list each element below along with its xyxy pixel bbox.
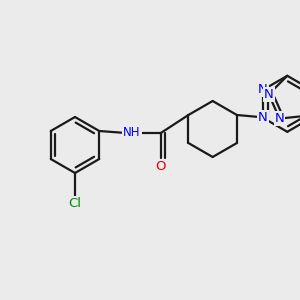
Text: N: N (264, 88, 274, 101)
Text: Cl: Cl (68, 197, 82, 210)
Text: N: N (258, 111, 268, 124)
Text: N: N (275, 112, 284, 125)
Text: N: N (258, 83, 268, 96)
Text: NH: NH (123, 127, 141, 140)
Text: O: O (156, 160, 166, 173)
